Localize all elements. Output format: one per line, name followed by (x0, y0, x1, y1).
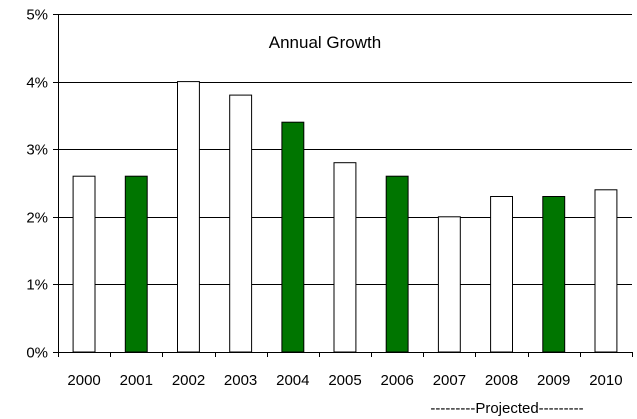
projected-annotation: ---------Projected--------- (430, 400, 583, 417)
x-tick-label: 2007 (433, 372, 466, 389)
x-tick-label: 2008 (485, 372, 518, 389)
y-tick-labels: 0% 1% 2% 3% 4% 5% (26, 7, 48, 362)
gridlines (58, 14, 632, 285)
bar-2001 (124, 175, 148, 353)
y-tick-label: 5% (26, 7, 48, 24)
bar-2000 (72, 175, 96, 353)
bar-2008 (490, 196, 514, 353)
y-tick-label: 4% (26, 75, 48, 92)
bar-2010 (594, 189, 618, 353)
bar-2005 (333, 162, 357, 353)
y-tick-label: 2% (26, 210, 48, 227)
bar-2006 (385, 175, 409, 353)
x-tick-label: 2000 (67, 372, 100, 389)
chart-title: Annual Growth (269, 33, 381, 52)
x-tick-label: 2009 (537, 372, 570, 389)
bar-2007 (437, 216, 461, 353)
x-tick-label: 2002 (172, 372, 205, 389)
plot-frame (53, 14, 633, 357)
y-tick-label: 1% (26, 277, 48, 294)
y-tick-label: 0% (26, 345, 48, 362)
x-tick-labels: 2000 2001 2002 2003 2004 2005 2006 2007 2008 2009… (67, 372, 622, 389)
bar-2003 (229, 94, 253, 353)
x-tick-label: 2006 (381, 372, 414, 389)
x-tick-label: 2001 (120, 372, 153, 389)
bars (72, 81, 618, 353)
x-tick-label: 2003 (224, 372, 257, 389)
bar-2009 (542, 196, 566, 353)
x-tick-label: 2005 (328, 372, 361, 389)
x-tick-label: 2004 (276, 372, 309, 389)
x-tick-label: 2010 (589, 372, 622, 389)
bar-2002 (177, 81, 200, 353)
bar-2004 (281, 121, 305, 353)
y-tick-label: 3% (26, 142, 48, 159)
